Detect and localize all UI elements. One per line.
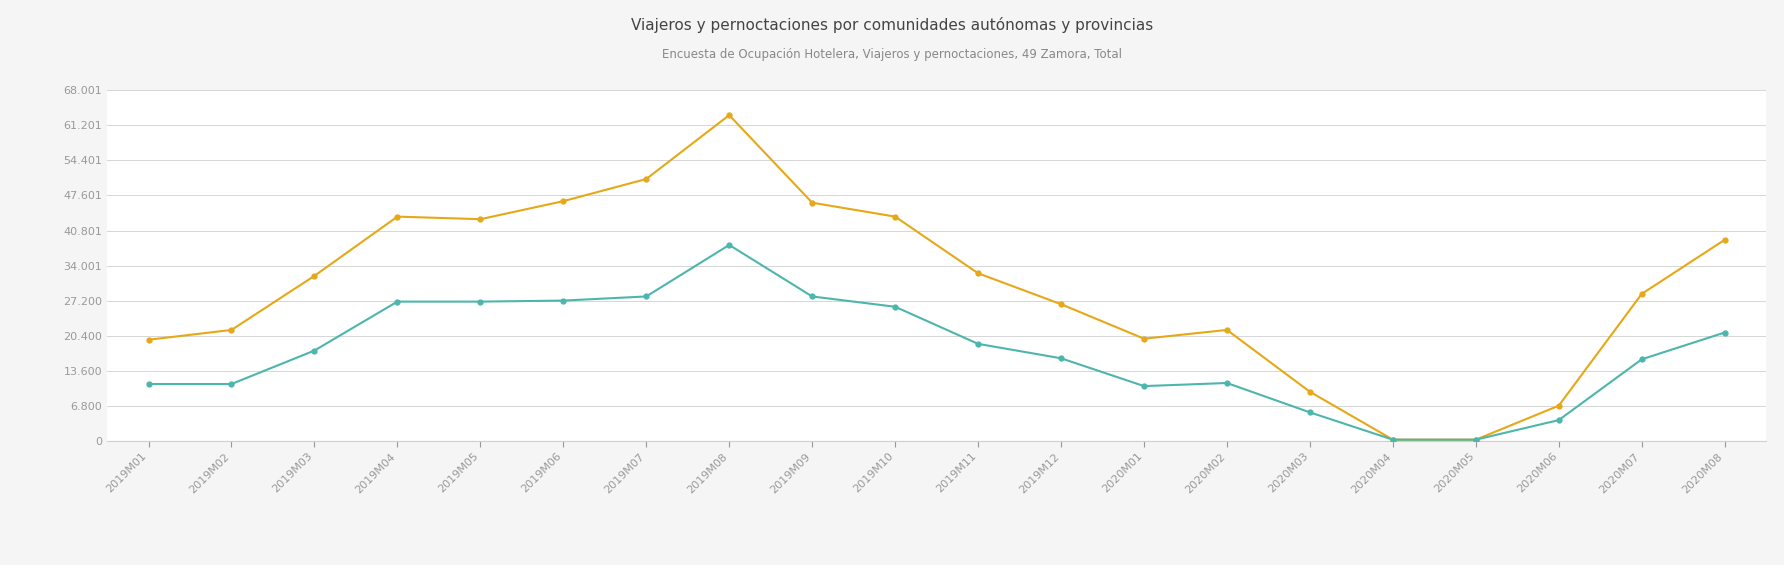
Text: Viajeros y pernoctaciones por comunidades autónomas y provincias: Viajeros y pernoctaciones por comunidade…: [632, 17, 1152, 33]
Text: Encuesta de Ocupación Hotelera, Viajeros y pernoctaciones, 49 Zamora, Total: Encuesta de Ocupación Hotelera, Viajeros…: [662, 48, 1122, 61]
